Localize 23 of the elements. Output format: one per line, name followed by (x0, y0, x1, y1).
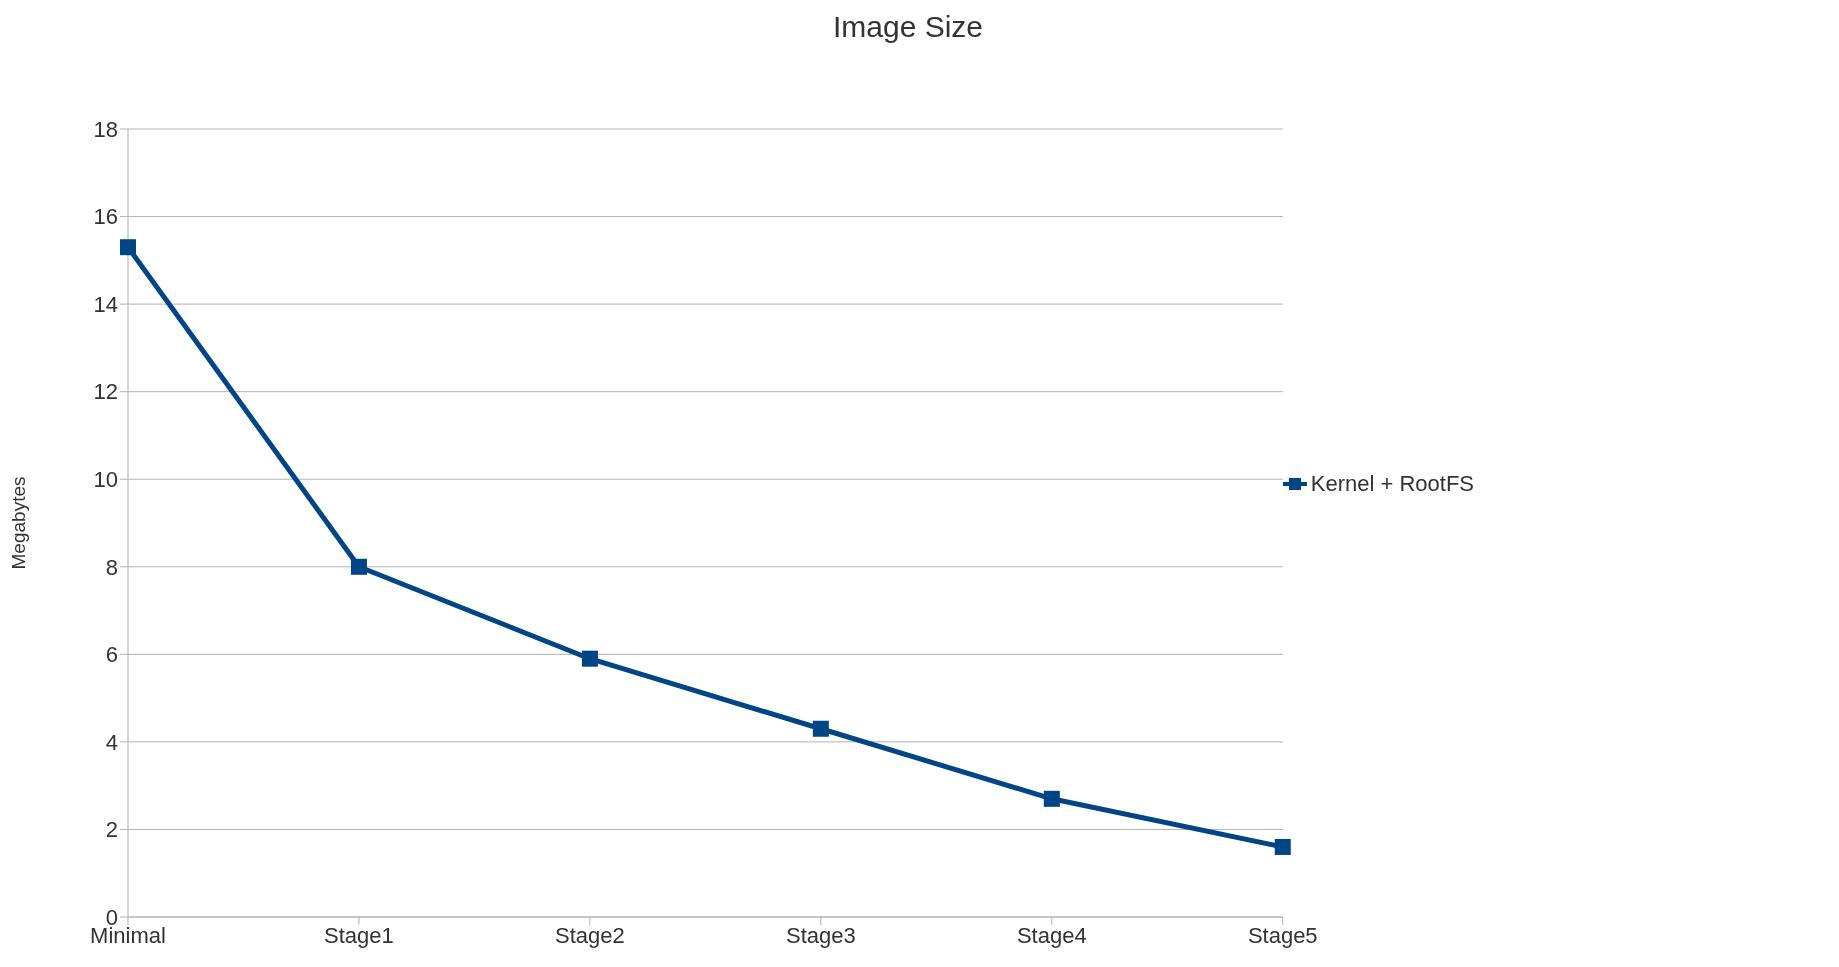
y-tick-label: 14 (93, 291, 118, 317)
y-tick-label: 8 (105, 554, 118, 580)
x-tick-label: Stage5 (1247, 922, 1318, 948)
y-tick-label: 10 (93, 467, 118, 493)
y-tick-label: 16 (93, 204, 118, 230)
x-tick-label: Stage2 (555, 922, 625, 948)
y-axis-title: Megabytes (7, 476, 29, 570)
point (1274, 838, 1291, 855)
point (581, 650, 598, 667)
point (1043, 790, 1060, 807)
y-tick-label: 18 (93, 116, 118, 142)
y-tick-label: 6 (105, 642, 118, 668)
x-tick-label: Stage1 (324, 922, 394, 948)
y-tick-label: 2 (105, 817, 118, 843)
x-tick-label: Stage3 (785, 922, 856, 948)
x-tick-label: Stage4 (1016, 922, 1087, 948)
point (350, 558, 367, 575)
point (812, 720, 829, 737)
point (120, 239, 136, 256)
y-tick-label: 4 (105, 729, 118, 755)
chart-title: Image Size (831, 10, 985, 44)
legend-label: Kernel + RootFS (1310, 470, 1474, 497)
y-tick-label: 12 (93, 379, 118, 405)
